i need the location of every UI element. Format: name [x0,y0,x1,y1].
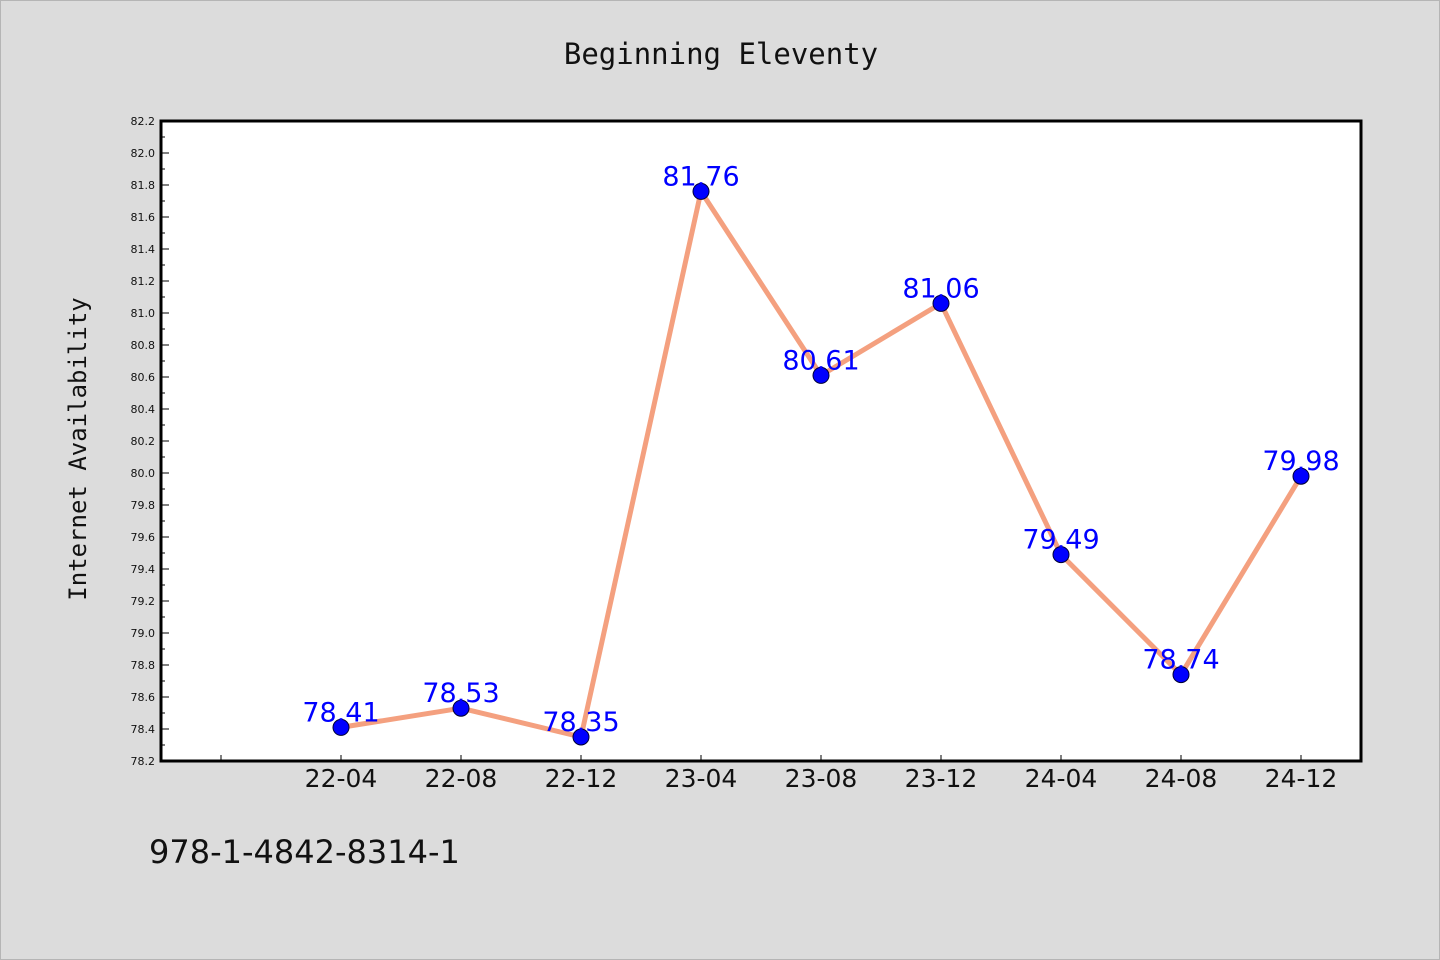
data-label: 78.41 [302,697,379,728]
data-point-marker [1172,666,1190,684]
y-tick-label: 78.8 [131,659,156,672]
y-tick-label: 78.4 [131,723,156,736]
y-tick-label: 81.8 [131,179,156,192]
y-tick-label: 78.6 [131,691,156,704]
y-tick-label: 80.6 [131,371,156,384]
markers-layer [332,182,1310,746]
y-tick-label: 80.4 [131,403,156,416]
y-tick-label: 80.8 [131,339,156,352]
data-point-marker [932,294,950,312]
y-tick-label: 80.0 [131,467,156,480]
y-tick-label: 79.6 [131,531,156,544]
x-axis-ticks: 22-04 22-08 22-12 23-04 23-08 23-12 24-04 24-08… [220,755,1338,793]
data-label: 79.49 [1022,525,1099,556]
data-labels-layer: 78.41 78.53 78.35 81.76 80.61 81.06 79.49 78.74… [302,161,1339,738]
y-tick-label: 82.0 [131,147,156,160]
data-point-marker [692,182,710,200]
data-point-marker [812,366,830,384]
y-tick-label: 79.0 [131,627,156,640]
x-tick-label: 24-08 [1145,764,1218,793]
x-tick-label: 23-12 [905,764,978,793]
data-label: 78.35 [542,707,619,738]
data-label: 80.61 [782,345,859,376]
x-tick-label: 23-04 [665,764,738,793]
y-tick-label: 78.2 [131,755,156,768]
y-tick-label: 79.2 [131,595,156,608]
data-label: 78.74 [1142,645,1219,676]
data-point-marker [1052,546,1070,564]
x-tick-label: 22-08 [425,764,498,793]
plot-frame [159,119,1363,763]
y-tick-label: 81.2 [131,275,156,288]
y-tick-label: 79.4 [131,563,156,576]
data-point-marker [572,728,590,746]
isbn-footnote: 978-1-4842-8314-1 [149,833,460,871]
data-point-marker [332,718,350,736]
x-tick-label: 22-12 [545,764,618,793]
data-point-marker [1292,467,1310,485]
x-tick-label: 22-04 [305,764,378,793]
data-label: 81.06 [902,273,979,304]
y-tick-label: 81.6 [131,211,156,224]
chart-title: Beginning Eleventy [564,37,878,71]
y-tick-label: 79.8 [131,499,156,512]
y-axis-ticks: 78.2 78.4 78.6 78.8 79.0 79.2 79.4 79.6 79.8 80.0… [131,115,169,768]
data-point-marker [452,699,470,717]
y-tick-label: 81.0 [131,307,156,320]
data-label: 79.98 [1262,446,1339,477]
data-label: 78.53 [422,678,499,709]
data-label: 81.76 [662,161,739,192]
x-tick-label: 23-08 [785,764,858,793]
x-tick-label: 24-04 [1025,764,1098,793]
x-tick-label: 24-12 [1265,764,1338,793]
y-axis-label: Internet Availability [64,297,92,600]
y-tick-label: 80.2 [131,435,156,448]
y-tick-label: 81.4 [131,243,156,256]
y-tick-label: 82.2 [131,115,156,128]
